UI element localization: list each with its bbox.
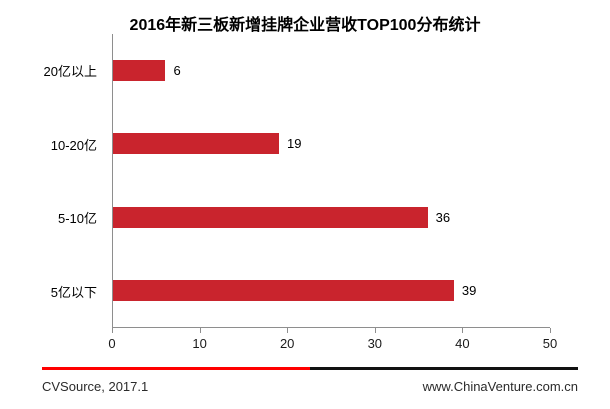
x-axis-tick-mark (112, 328, 113, 333)
category-axis-labels: 20亿以上 10-20亿 5-10亿 5亿以下 (0, 34, 104, 328)
bar (113, 60, 166, 82)
x-axis-tick-mark (199, 328, 201, 333)
category-label: 5-10亿 (57, 211, 97, 227)
x-axis-tick-mark (550, 328, 551, 333)
category-label: 20亿以上 (43, 64, 97, 80)
footer-divider-black-segment (310, 367, 578, 370)
footer-divider-line (42, 367, 578, 370)
bar-row: 6 (113, 34, 550, 107)
x-axis-tick-label: 20 (279, 336, 295, 351)
website-url: www.ChinaVenture.com.cn (422, 379, 578, 394)
bar-value-label: 39 (461, 282, 477, 298)
bar-value-label: 36 (435, 209, 451, 225)
category-label: 5亿以下 (50, 284, 97, 300)
bar-rows: 6 19 36 39 (113, 34, 550, 327)
bar-row: 19 (113, 107, 550, 180)
bar-value-label: 19 (287, 136, 302, 152)
bar (113, 133, 280, 155)
bar-row: 39 (113, 254, 550, 327)
bar (113, 206, 428, 228)
x-axis-tick-label: 10 (192, 336, 207, 351)
footer-divider-red-segment (42, 367, 310, 370)
x-axis-tick-mark (462, 328, 464, 333)
x-axis-tick-label: 50 (542, 336, 558, 351)
x-axis-tick-mark (287, 328, 289, 333)
plot-area: 6 19 36 39 (112, 34, 550, 328)
x-axis-tick-mark (374, 328, 376, 333)
x-axis-tick-label: 40 (455, 336, 470, 351)
x-axis-tick-label: 0 (108, 336, 116, 351)
bar-value-label: 6 (173, 63, 181, 79)
chart-title: 2016年新三板新增挂牌企业营收TOP100分布统计 (129, 17, 481, 34)
bar (113, 279, 454, 301)
source-credit: CVSource, 2017.1 (42, 379, 149, 394)
category-label: 10-20亿 (50, 137, 97, 153)
bar-row: 36 (113, 181, 550, 254)
x-axis-tick-label: 30 (367, 336, 383, 351)
